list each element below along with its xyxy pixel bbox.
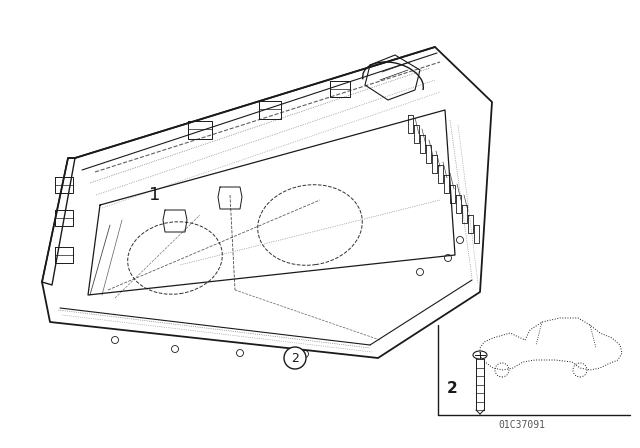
- Circle shape: [301, 350, 308, 358]
- Ellipse shape: [473, 351, 487, 359]
- Circle shape: [445, 254, 451, 262]
- Circle shape: [111, 336, 118, 344]
- Circle shape: [284, 347, 306, 369]
- Text: 01C37091: 01C37091: [499, 420, 545, 430]
- Circle shape: [495, 363, 509, 377]
- Circle shape: [172, 345, 179, 353]
- Circle shape: [417, 268, 424, 276]
- Circle shape: [456, 237, 463, 244]
- Text: 1: 1: [149, 186, 161, 204]
- Ellipse shape: [258, 185, 362, 265]
- Ellipse shape: [128, 222, 222, 294]
- Text: 2: 2: [447, 380, 458, 396]
- Circle shape: [573, 363, 587, 377]
- Text: 2: 2: [291, 352, 299, 365]
- Circle shape: [237, 349, 243, 357]
